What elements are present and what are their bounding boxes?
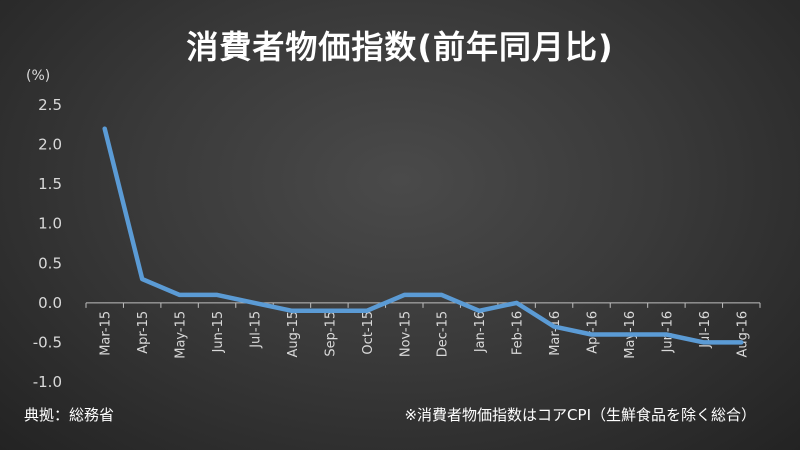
x-tick-label: Jan-16	[473, 311, 488, 353]
series-line	[102, 126, 744, 345]
x-tick-label: Apr-15	[136, 311, 151, 354]
x-tick-label: May-15	[174, 311, 189, 359]
source-label: 典拠：総務省	[24, 406, 115, 424]
x-tick-label: Feb-16	[511, 311, 526, 355]
y-tick-label: -0.5	[33, 333, 62, 351]
x-tick-label: Nov-15	[398, 311, 413, 357]
chart-title: 消費者物価指数(前年同月比)	[186, 28, 614, 66]
x-tick-label: Dec-15	[436, 311, 451, 357]
x-axis-tick-labels: Mar-15 Apr-15 May-15 Jun-15 Jul-15 Aug-15 Sep-…	[99, 311, 751, 359]
y-tick-label: -1.0	[33, 373, 62, 391]
y-tick-label: 0.5	[38, 254, 62, 272]
x-tick-label: Jun-15	[211, 311, 226, 354]
x-tick-label: Jun-16	[660, 311, 675, 354]
footnote-label: ※消費者物価指数はコアCPI（生鮮食品を除く総合）	[404, 406, 756, 424]
x-tick-label: Jul-16	[698, 311, 713, 349]
x-tick-label: Mar-15	[99, 311, 114, 356]
x-tick-label: Sep-15	[323, 311, 338, 357]
y-tick-label: 0.0	[38, 294, 62, 312]
x-axis-ticks	[85, 302, 761, 308]
y-tick-label: 1.0	[38, 215, 62, 233]
x-tick-label: Aug-15	[286, 311, 301, 358]
y-tick-label: 2.5	[38, 96, 62, 114]
x-tick-label: Oct-15	[361, 311, 376, 355]
x-tick-label: Aug-16	[735, 311, 750, 358]
y-tick-label: 1.5	[38, 175, 62, 193]
x-tick-label: Jul-15	[249, 311, 264, 349]
y-tick-label: 2.0	[38, 136, 62, 154]
x-tick-label: Mar-16	[548, 311, 563, 356]
y-axis-ticks: 2.5 2.0 1.5 1.0 0.5 0.0 -0.5 -1.0	[33, 96, 62, 391]
y-axis-unit-label: (%)	[26, 68, 51, 84]
